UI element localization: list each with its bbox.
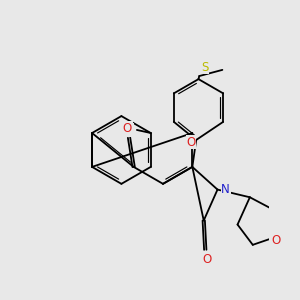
Text: O: O: [202, 253, 212, 266]
Text: O: O: [271, 234, 280, 247]
Text: O: O: [186, 136, 195, 149]
Text: Cl: Cl: [122, 123, 134, 136]
Text: O: O: [123, 122, 132, 135]
Text: S: S: [201, 61, 208, 74]
Text: N: N: [221, 183, 230, 196]
